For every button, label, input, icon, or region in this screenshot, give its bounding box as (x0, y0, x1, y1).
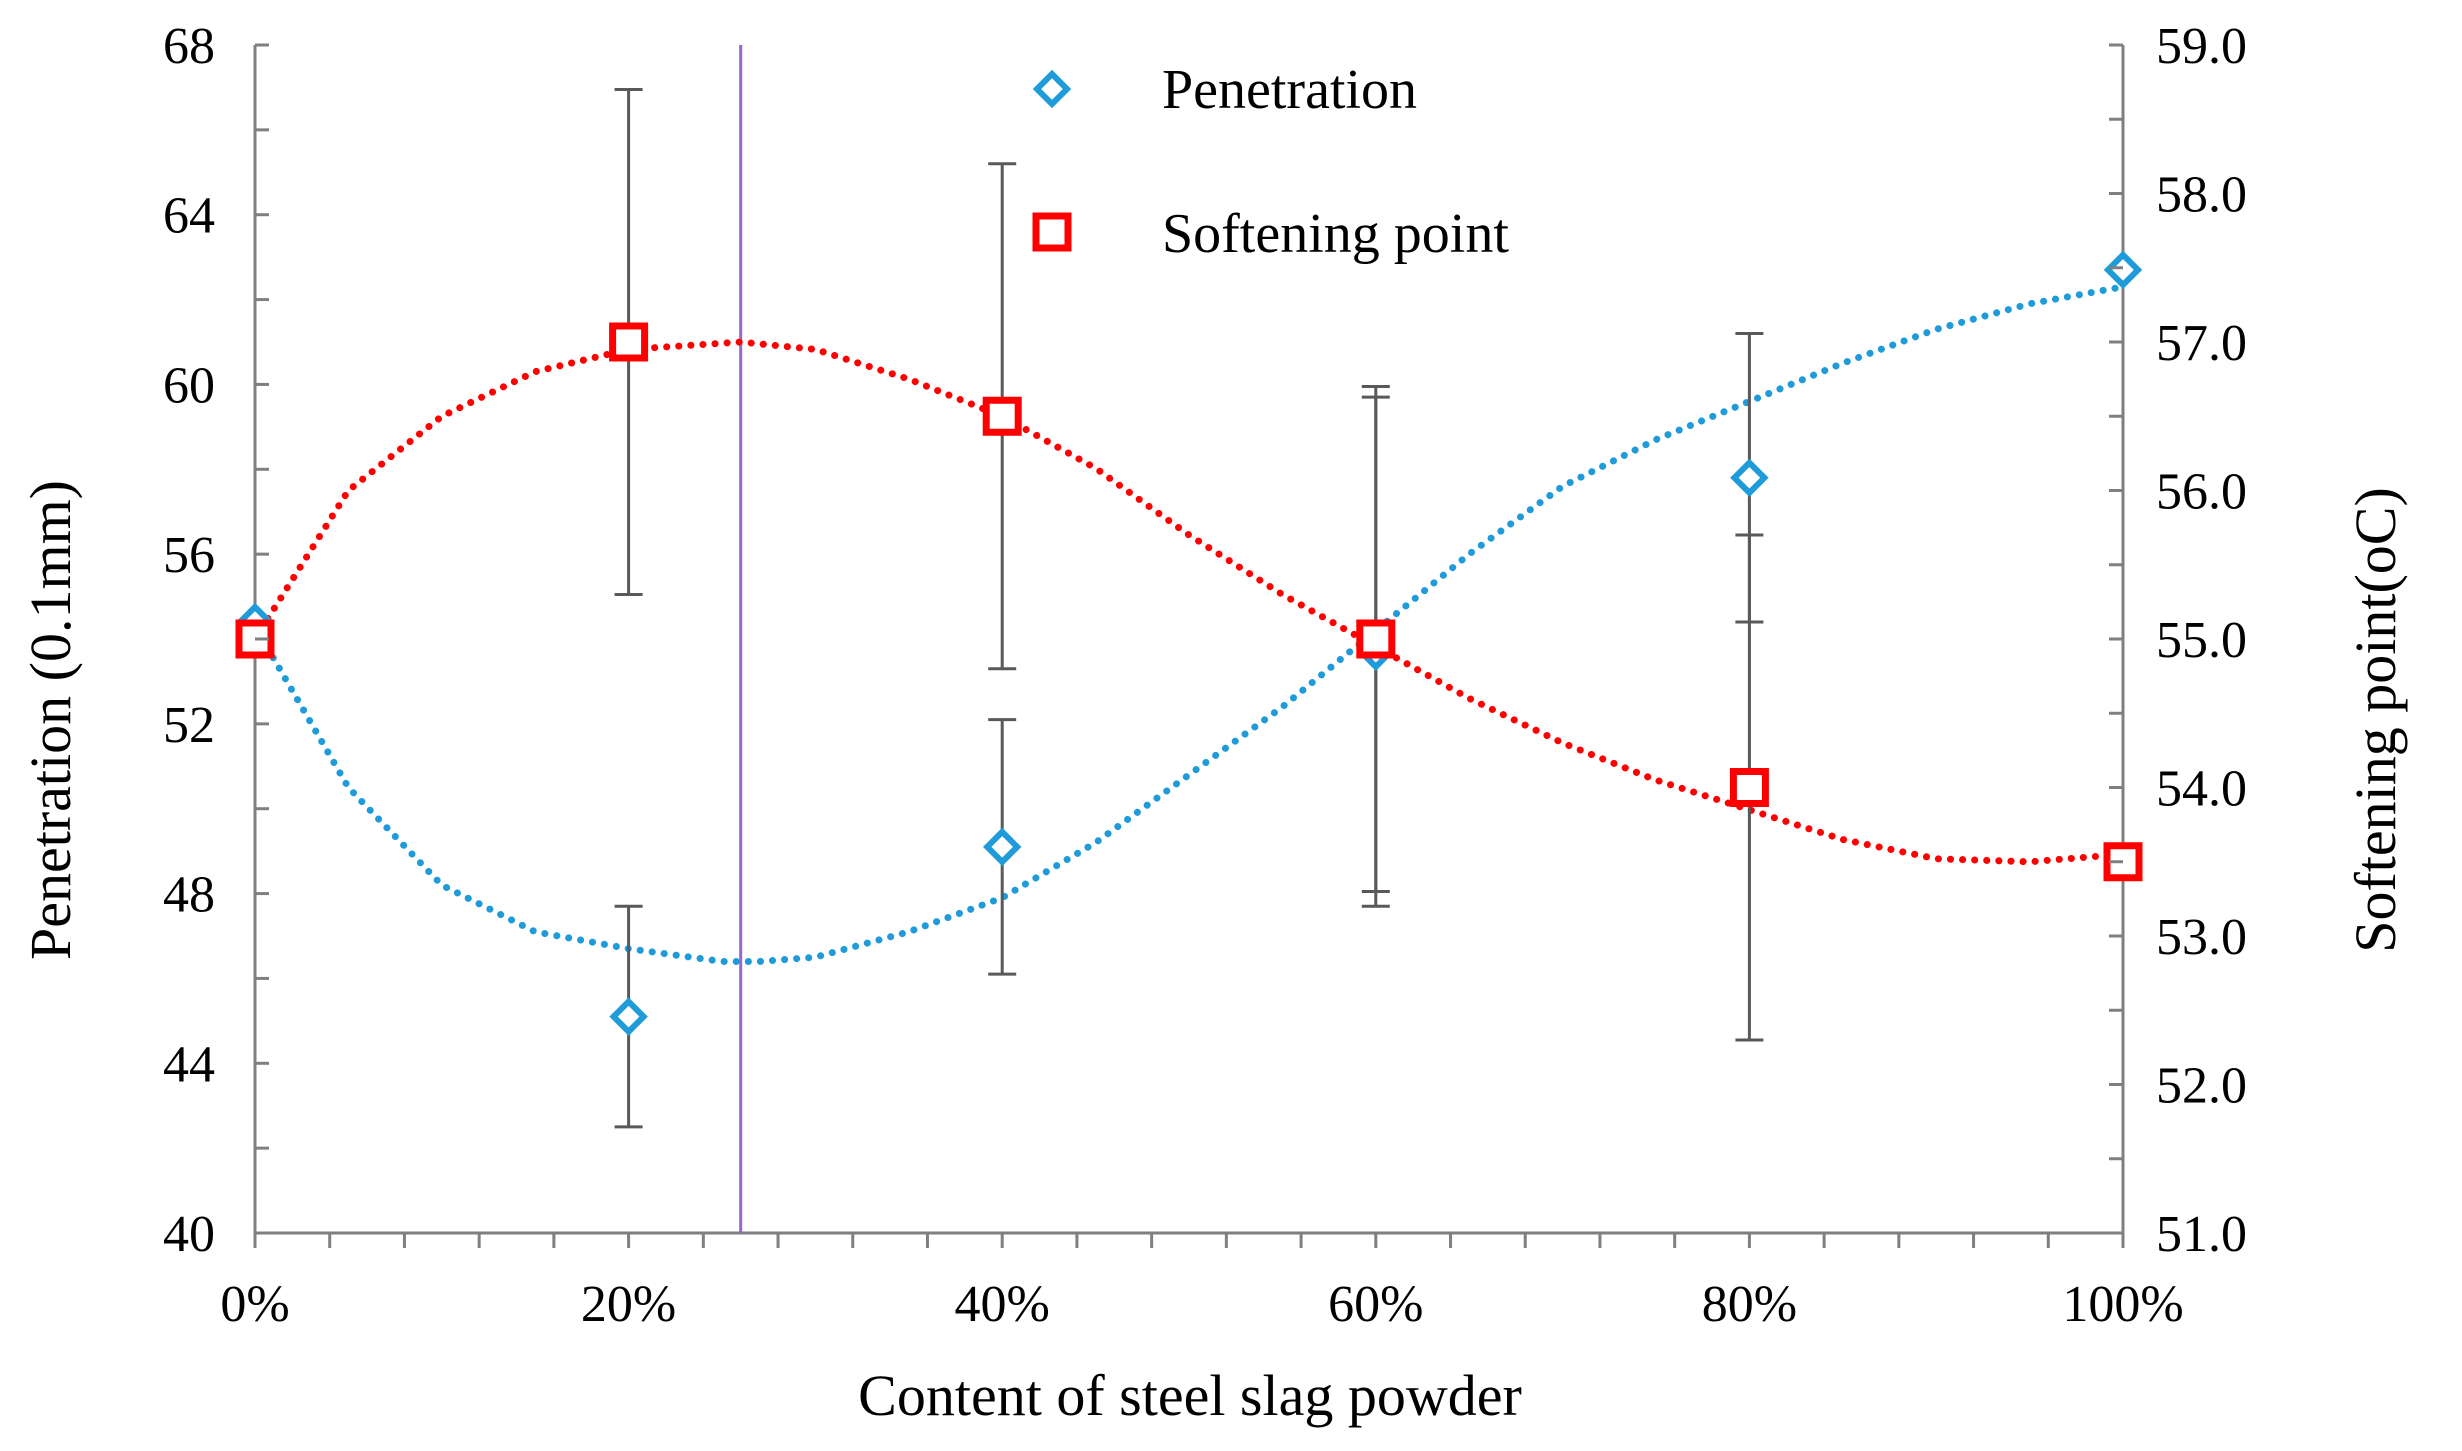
point-softening-point (1729, 768, 1769, 807)
point-softening-point (1356, 619, 1396, 659)
legend-swatch-penetration (1032, 69, 1072, 109)
point-softening-point (982, 396, 1022, 436)
x-tick-label: 0% (220, 1276, 289, 1333)
axis-ticks: 0% 20% 40% 60% 80% 100% 40 44 48 52 56 60 64 68 51.0 52… (163, 18, 2247, 1333)
y2-tick-label: 52.0 (2156, 1058, 2247, 1115)
legend-label-softening-point: Softening point (1162, 203, 1509, 265)
y2-tick-label: 58.0 (2156, 167, 2247, 224)
legend: Penetration Softening point (1032, 59, 1509, 265)
x-tick-label: 20% (581, 1276, 676, 1333)
y2-tick-label: 53.0 (2156, 909, 2247, 966)
y2-tick-label: 59.0 (2156, 18, 2247, 75)
legend-swatch-softening-point (1032, 212, 1072, 252)
x-tick-label: 40% (955, 1276, 1050, 1333)
y-tick-label: 40 (163, 1206, 215, 1263)
legend-marker-penetration (1032, 69, 1072, 109)
y-tick-label: 56 (163, 527, 215, 584)
x-tick-label: 100% (2062, 1276, 2183, 1333)
trendline-penetration (251, 283, 2127, 965)
y-tick-label: 44 (163, 1036, 215, 1093)
x-tick-label: 60% (1328, 1276, 1423, 1333)
point-penetration (1730, 458, 1769, 498)
legend-marker-softening-point (1032, 212, 1072, 252)
point-penetration (2103, 250, 2143, 290)
y-tick-label: 64 (163, 188, 215, 245)
y2-tick-label: 55.0 (2156, 612, 2247, 669)
trendlines (251, 283, 2127, 965)
data-markers (235, 250, 2143, 1036)
point-softening-point (609, 322, 649, 362)
legend-label-penetration: Penetration (1162, 59, 1417, 121)
y-tick-label: 60 (163, 357, 215, 414)
trendline-softening-point (251, 338, 2127, 866)
y-tick-label: 48 (163, 867, 215, 924)
y2-tick-label: 57.0 (2156, 315, 2247, 372)
x-tick-label: 80% (1702, 1276, 1797, 1333)
y2-tick-label: 56.0 (2156, 464, 2247, 521)
y2-axis-title: Softening point(oC) (2343, 487, 2408, 953)
y-tick-label: 52 (163, 697, 215, 754)
y2-tick-label: 54.0 (2156, 761, 2247, 818)
point-penetration (982, 827, 1022, 867)
y2-tick-label: 51.0 (2156, 1206, 2247, 1263)
point-penetration (609, 997, 648, 1036)
x-axis-title: Content of steel slag powder (858, 1363, 1522, 1428)
y-axis-title: Penetration (0.1mm) (18, 480, 83, 960)
y-tick-label: 68 (163, 18, 215, 75)
